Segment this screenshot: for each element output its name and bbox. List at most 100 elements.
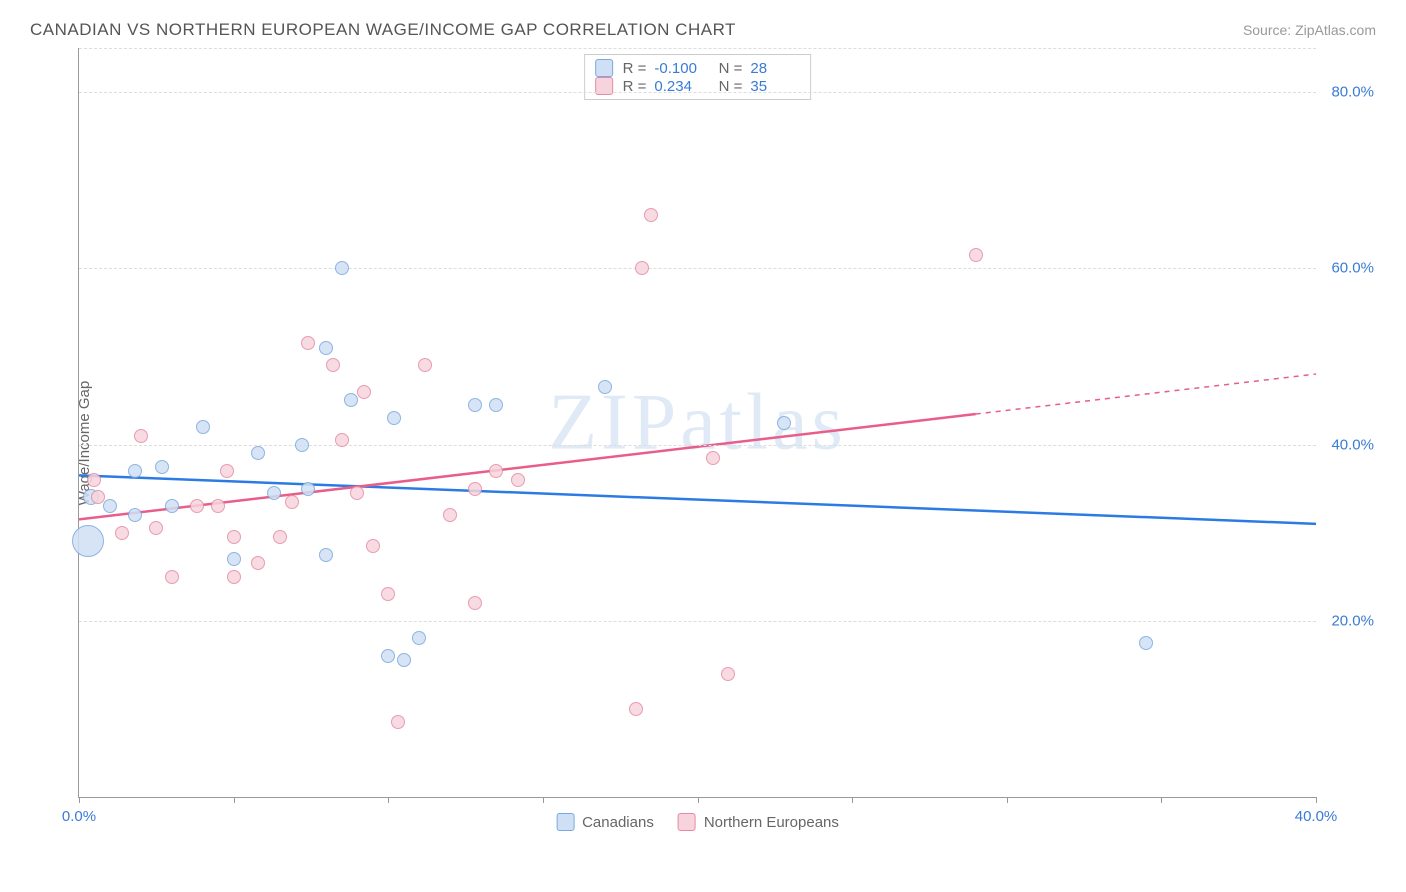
data-point-neuropeans <box>391 715 405 729</box>
data-point-neuropeans <box>468 596 482 610</box>
data-point-canadians <box>128 508 142 522</box>
gridline <box>79 92 1316 93</box>
data-point-canadians <box>387 411 401 425</box>
data-point-neuropeans <box>326 358 340 372</box>
legend-item-canadians: Canadians <box>556 813 654 831</box>
data-point-neuropeans <box>418 358 432 372</box>
y-tick-label: 20.0% <box>1331 612 1374 629</box>
swatch-canadians <box>595 59 613 77</box>
data-point-canadians <box>267 486 281 500</box>
x-tick <box>79 797 80 803</box>
data-point-neuropeans <box>335 433 349 447</box>
data-point-canadians <box>344 393 358 407</box>
data-point-canadians <box>196 420 210 434</box>
data-point-neuropeans <box>134 429 148 443</box>
data-point-neuropeans <box>706 451 720 465</box>
r-value-canadians: -0.100 <box>654 60 704 77</box>
data-point-neuropeans <box>443 508 457 522</box>
data-point-neuropeans <box>211 499 225 513</box>
data-point-neuropeans <box>285 495 299 509</box>
data-point-canadians <box>319 341 333 355</box>
chart-area: Wage/Income Gap ZIPatlas R =-0.100 N =28… <box>30 48 1376 838</box>
data-point-neuropeans <box>468 482 482 496</box>
series-legend: Canadians Northern Europeans <box>556 813 839 831</box>
data-point-neuropeans <box>165 570 179 584</box>
data-point-canadians <box>1139 636 1153 650</box>
x-tick <box>234 797 235 803</box>
r-label: R = <box>623 60 647 77</box>
data-point-neuropeans <box>366 539 380 553</box>
x-tick <box>1316 797 1317 803</box>
n-label: N = <box>714 60 742 77</box>
gridline <box>79 268 1316 269</box>
data-point-canadians <box>381 649 395 663</box>
data-point-neuropeans <box>629 702 643 716</box>
data-point-canadians <box>412 631 426 645</box>
stats-legend: R =-0.100 N =28R =0.234 N =35 <box>584 54 812 100</box>
data-point-canadians <box>165 499 179 513</box>
trend-lines <box>79 48 1316 797</box>
trendline-canadians <box>79 475 1316 523</box>
data-point-canadians <box>295 438 309 452</box>
trendline-dashed-neuropeans <box>976 374 1316 414</box>
data-point-neuropeans <box>969 248 983 262</box>
watermark: ZIPatlas <box>548 377 847 468</box>
legend-item-neuropeans: Northern Europeans <box>678 813 839 831</box>
data-point-neuropeans <box>190 499 204 513</box>
data-point-canadians <box>489 398 503 412</box>
legend-label-canadians: Canadians <box>582 814 654 831</box>
data-point-canadians <box>72 525 104 557</box>
data-point-neuropeans <box>721 667 735 681</box>
chart-title: CANADIAN VS NORTHERN EUROPEAN WAGE/INCOM… <box>30 20 736 40</box>
data-point-canadians <box>227 552 241 566</box>
legend-label-neuropeans: Northern Europeans <box>704 814 839 831</box>
data-point-neuropeans <box>91 490 105 504</box>
data-point-neuropeans <box>115 526 129 540</box>
x-tick-label: 40.0% <box>1295 808 1338 825</box>
data-point-neuropeans <box>357 385 371 399</box>
gridline <box>79 445 1316 446</box>
data-point-neuropeans <box>511 473 525 487</box>
x-tick <box>852 797 853 803</box>
data-point-neuropeans <box>301 336 315 350</box>
data-point-canadians <box>319 548 333 562</box>
data-point-neuropeans <box>489 464 503 478</box>
data-point-neuropeans <box>635 261 649 275</box>
data-point-neuropeans <box>644 208 658 222</box>
data-point-canadians <box>155 460 169 474</box>
data-point-canadians <box>397 653 411 667</box>
x-tick <box>1161 797 1162 803</box>
data-point-canadians <box>103 499 117 513</box>
x-tick-label: 0.0% <box>62 808 96 825</box>
x-tick <box>543 797 544 803</box>
data-point-canadians <box>128 464 142 478</box>
x-tick <box>388 797 389 803</box>
legend-swatch-neuropeans <box>678 813 696 831</box>
gridline <box>79 48 1316 49</box>
source-label: Source: ZipAtlas.com <box>1243 22 1376 38</box>
gridline <box>79 621 1316 622</box>
y-tick-label: 40.0% <box>1331 436 1374 453</box>
n-value-canadians: 28 <box>750 60 800 77</box>
data-point-canadians <box>301 482 315 496</box>
y-tick-label: 80.0% <box>1331 84 1374 101</box>
data-point-neuropeans <box>350 486 364 500</box>
data-point-neuropeans <box>220 464 234 478</box>
data-point-canadians <box>598 380 612 394</box>
data-point-neuropeans <box>227 570 241 584</box>
data-point-neuropeans <box>149 521 163 535</box>
data-point-neuropeans <box>381 587 395 601</box>
data-point-neuropeans <box>251 556 265 570</box>
data-point-canadians <box>777 416 791 430</box>
data-point-neuropeans <box>227 530 241 544</box>
data-point-canadians <box>468 398 482 412</box>
plot-region: ZIPatlas R =-0.100 N =28R =0.234 N =35 C… <box>78 48 1316 798</box>
y-tick-label: 60.0% <box>1331 260 1374 277</box>
data-point-neuropeans <box>87 473 101 487</box>
data-point-canadians <box>335 261 349 275</box>
x-tick <box>1007 797 1008 803</box>
data-point-canadians <box>251 446 265 460</box>
stats-row-canadians: R = -0.100 N = 28 <box>595 59 801 77</box>
legend-swatch-canadians <box>556 813 574 831</box>
data-point-neuropeans <box>273 530 287 544</box>
